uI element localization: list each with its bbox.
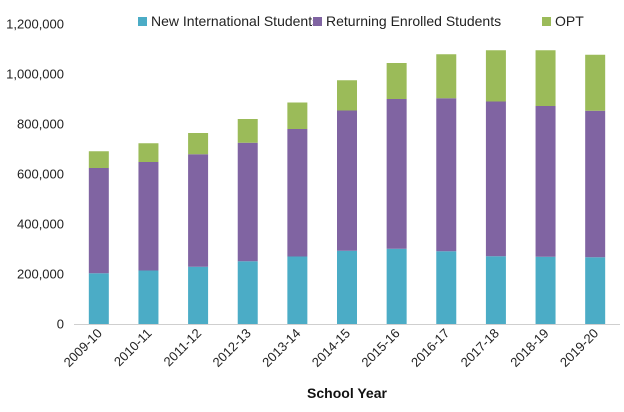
bar-returning-enrolled-2013-14 [287, 129, 308, 257]
x-tick-label: 2018-19 [507, 326, 551, 370]
x-tick-label: 2016-17 [408, 326, 452, 370]
bar-new-international-2016-17 [436, 251, 457, 324]
bar-opt-2017-18 [485, 50, 506, 102]
bar-new-international-2018-19 [535, 256, 556, 324]
bar-new-international-2012-13 [237, 261, 258, 324]
bar-returning-enrolled-2009-10 [88, 168, 109, 274]
x-tick-label: 2014-15 [309, 326, 353, 370]
bar-returning-enrolled-2017-18 [485, 101, 506, 257]
legend-swatch-returning-enrolled [313, 17, 322, 26]
x-tick-label: 2013-14 [259, 326, 303, 370]
bar-returning-enrolled-2015-16 [386, 99, 407, 249]
x-tick-label: 2012-13 [209, 326, 253, 370]
legend-label-new-international: New International Students [151, 13, 319, 29]
y-tick-label: 600,000 [17, 167, 64, 182]
y-tick-label: 1,000,000 [6, 67, 64, 82]
bar-returning-enrolled-2018-19 [535, 106, 556, 257]
bar-opt-2013-14 [287, 102, 308, 129]
bar-new-international-2014-15 [337, 250, 357, 324]
bar-opt-2019-20 [585, 54, 606, 111]
bar-new-international-2015-16 [386, 248, 407, 324]
y-tick-label: 800,000 [17, 117, 64, 132]
bar-new-international-2017-18 [485, 256, 506, 324]
bar-returning-enrolled-2014-15 [337, 110, 357, 251]
x-tick-label: 2010-11 [111, 326, 155, 370]
bar-returning-enrolled-2011-12 [188, 154, 209, 267]
bar-new-international-2009-10 [88, 273, 109, 324]
y-tick-label: 400,000 [17, 217, 64, 232]
bar-returning-enrolled-2010-11 [138, 162, 159, 271]
x-tick-label: 2015-16 [358, 326, 402, 370]
x-axis: 2009-10 2010-11 2011-12 2012-13 2013-14 2014-… [61, 326, 602, 370]
legend: New International Students Returning Enro… [138, 13, 584, 29]
bar-opt-2009-10 [88, 151, 109, 168]
y-tick-label: 200,000 [17, 267, 64, 282]
bar-opt-2014-15 [337, 80, 357, 111]
bar-new-international-2019-20 [585, 257, 606, 324]
bar-opt-2010-11 [138, 143, 159, 162]
x-axis-title: School Year [307, 385, 387, 401]
bar-opt-2012-13 [237, 119, 258, 143]
x-tick-label: 2009-10 [61, 326, 105, 370]
bar-new-international-2013-14 [287, 256, 308, 324]
y-tick-label: 1,200,000 [6, 17, 64, 32]
x-tick-label: 2019-20 [557, 326, 601, 370]
bar-opt-2015-16 [386, 63, 407, 99]
bar-opt-2016-17 [436, 54, 457, 99]
legend-label-opt: OPT [555, 13, 584, 29]
y-tick-label: 0 [57, 317, 64, 332]
bars [88, 50, 606, 324]
bar-returning-enrolled-2019-20 [585, 110, 606, 258]
bar-returning-enrolled-2016-17 [436, 98, 457, 252]
legend-label-returning-enrolled: Returning Enrolled Students [326, 13, 501, 29]
bar-opt-2018-19 [535, 50, 556, 106]
bar-returning-enrolled-2012-13 [237, 142, 258, 262]
y-axis: 0 200,000 400,000 600,000 800,000 1,000,000 1,… [6, 17, 64, 332]
x-tick-label: 2011-12 [161, 326, 205, 370]
legend-swatch-new-international [138, 17, 147, 26]
bar-opt-2011-12 [188, 133, 209, 155]
bar-new-international-2011-12 [188, 266, 209, 324]
legend-swatch-opt [542, 17, 551, 26]
bar-new-international-2010-11 [138, 270, 159, 324]
x-tick-label: 2017-18 [458, 326, 502, 370]
